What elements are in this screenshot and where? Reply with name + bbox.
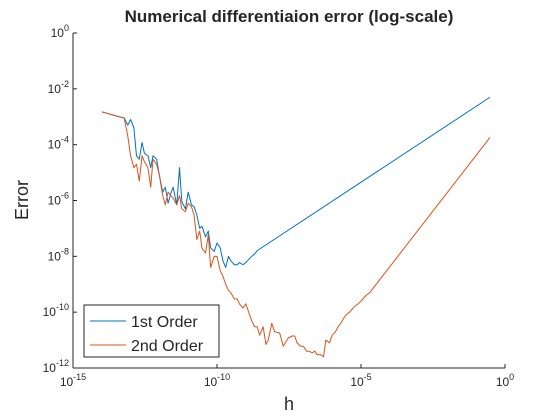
y-tick-label: 10-2 bbox=[48, 79, 69, 96]
series-line-2nd-order bbox=[101, 111, 491, 358]
y-tick-label: 100 bbox=[51, 23, 69, 40]
legend-box bbox=[83, 304, 220, 358]
y-tick-label: 10-4 bbox=[48, 135, 69, 152]
x-tick-label: 10-10 bbox=[204, 372, 230, 389]
x-tick-label: 10-5 bbox=[350, 372, 371, 389]
x-tick-label: 10-15 bbox=[60, 372, 86, 389]
y-tick-label: 10-8 bbox=[48, 246, 69, 263]
y-tick-label: 10-12 bbox=[43, 358, 69, 375]
legend: 1st Order 2nd Order bbox=[83, 304, 220, 358]
legend-label-1st-order: 1st Order bbox=[131, 314, 198, 331]
y-axis-label: Error bbox=[12, 180, 32, 220]
ticks-layer: 10-15 10-10 10-5 100 10-12 10-10 10-8 10-6 10-4 1… bbox=[43, 23, 515, 389]
series-layer bbox=[101, 96, 491, 358]
y-tick-label: 10-10 bbox=[43, 302, 69, 319]
y-tick-label: 10-6 bbox=[48, 191, 69, 208]
legend-label-2nd-order: 2nd Order bbox=[131, 338, 204, 355]
x-axis-label: h bbox=[284, 394, 294, 414]
chart-title: Numerical differentiaion error (log-scal… bbox=[125, 7, 454, 26]
series-line-1st-order bbox=[101, 96, 491, 268]
x-tick-label: 100 bbox=[496, 372, 514, 389]
